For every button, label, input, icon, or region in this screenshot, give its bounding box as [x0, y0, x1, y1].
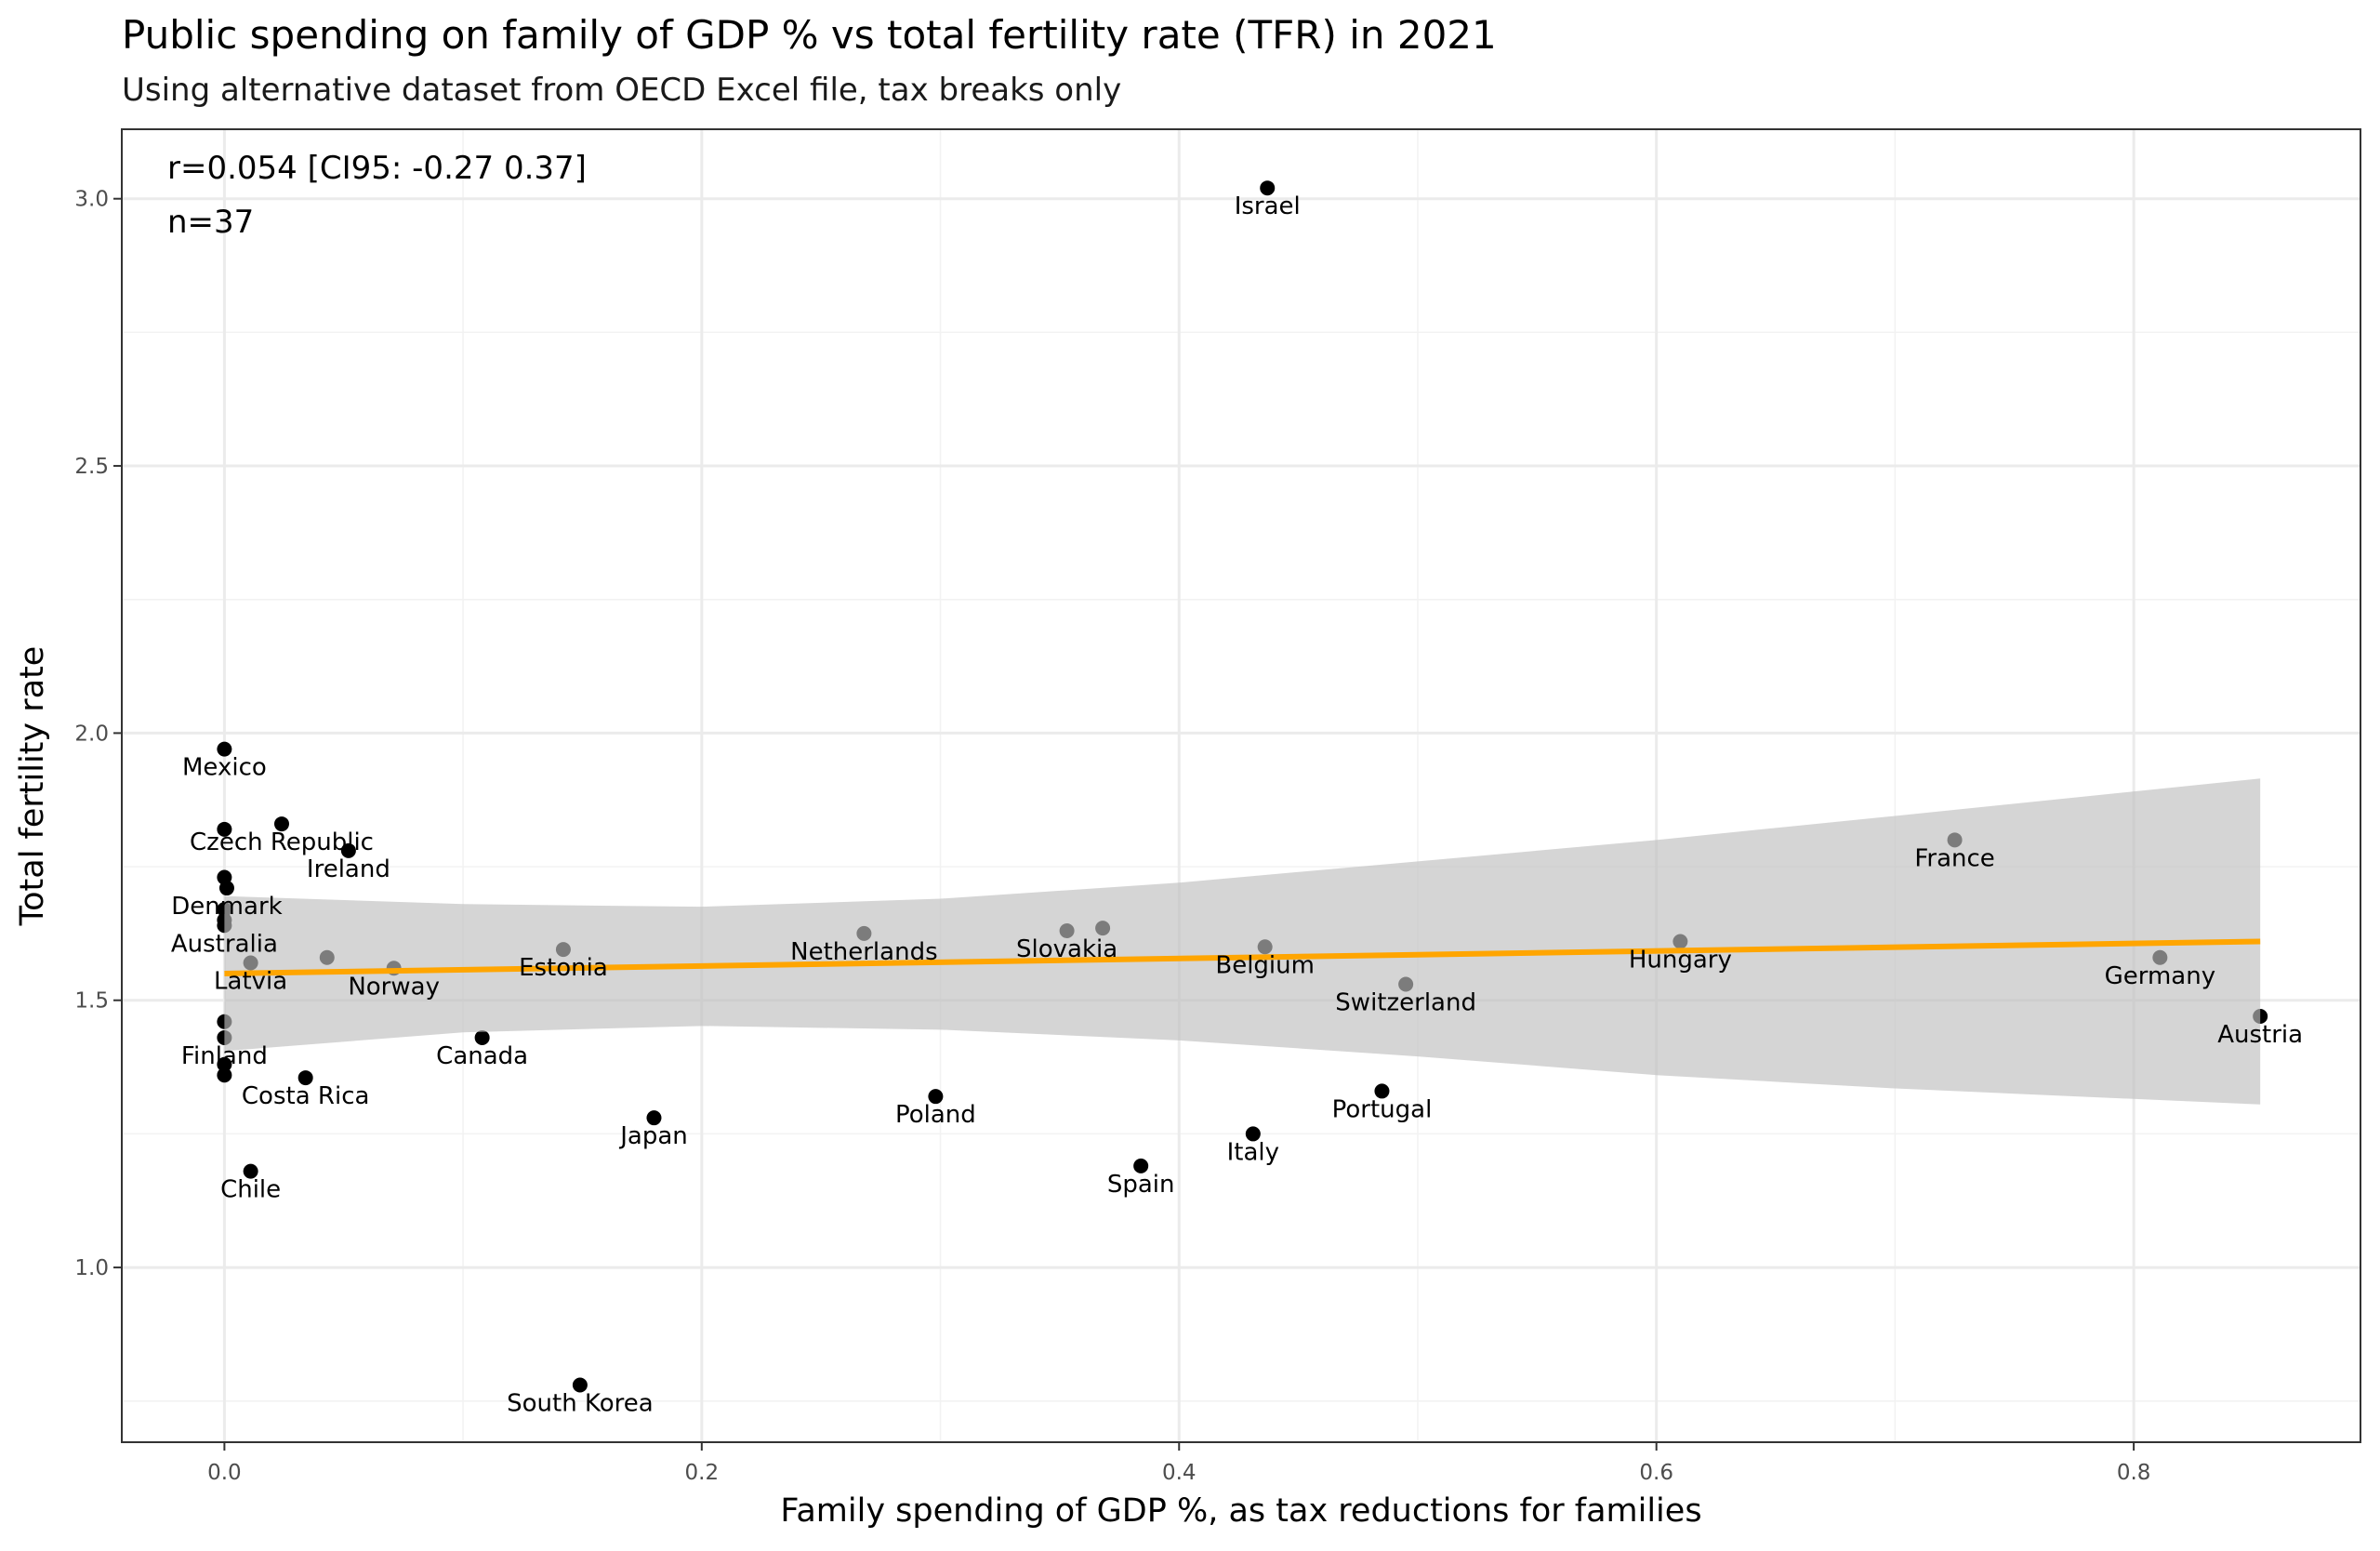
point-label: Germany [2105, 962, 2216, 990]
point-label: Portugal [1332, 1095, 1433, 1123]
chart-title: Public spending on family of GDP % vs to… [122, 12, 1497, 58]
data-point [1245, 1126, 1261, 1142]
point-label: Canada [436, 1042, 528, 1070]
point-label: Costa Rica [242, 1082, 370, 1110]
point-label: Ireland [307, 855, 390, 883]
x-tick-label: 0.4 [1162, 1461, 1197, 1485]
data-point [218, 881, 234, 896]
point-label: Czech Republic [190, 829, 374, 856]
annotation-n: n=37 [167, 204, 254, 241]
plot-background [122, 129, 2360, 1442]
grid [122, 129, 2360, 1442]
point-label: France [1914, 844, 1994, 872]
point-label: South Korea [507, 1390, 654, 1418]
data-point [928, 1089, 944, 1105]
point-label: Belgium [1215, 951, 1315, 979]
point-label: Latvia [214, 968, 287, 996]
point-label: Israel [1235, 192, 1301, 220]
point-label: Italy [1227, 1138, 1279, 1166]
point-label: Norway [348, 973, 440, 1001]
ci-band [224, 778, 2261, 1105]
data-point [572, 1377, 588, 1393]
point-label: Austria [2217, 1021, 2303, 1049]
point-label: Hungary [1629, 947, 1732, 974]
point-label: Australia [171, 930, 278, 958]
annotation-r: r=0.054 [CI95: -0.27 0.37] [167, 150, 587, 187]
chart-subtitle: Using alternative dataset from OECD Exce… [122, 72, 1121, 109]
data-point [1133, 1158, 1149, 1173]
point-label: Poland [895, 1101, 976, 1129]
x-tick-label: 0.0 [207, 1461, 242, 1485]
point-label: Finland [181, 1042, 268, 1070]
plot-panel-border [121, 128, 2361, 1443]
data-point [646, 1110, 662, 1126]
point-label: Mexico [182, 754, 267, 782]
x-tick-label: 0.8 [2117, 1461, 2151, 1485]
y-tick-label: 1.5 [74, 989, 109, 1014]
data-point [217, 1067, 232, 1083]
point-label: Slovakia [1016, 935, 1117, 963]
data-point [217, 741, 232, 757]
data-point [1260, 180, 1276, 196]
data-point [243, 1163, 258, 1179]
point-label: Spain [1107, 1171, 1175, 1199]
data-point [217, 1056, 232, 1072]
axes: 0.0 0.2 0.4 0.6 0.8 1.0 1.5 2.0 2.5 3.0 [74, 188, 2150, 1485]
confidence-band [224, 778, 2261, 1105]
fit-line [224, 938, 2261, 977]
data-point [217, 821, 232, 837]
data-point [274, 816, 289, 832]
point-label: Estonia [519, 954, 608, 982]
y-tick-label: 2.0 [74, 722, 109, 746]
point-label: Denmark [171, 893, 283, 921]
data-point [1374, 1083, 1390, 1099]
point-label: Japan [618, 1122, 688, 1150]
data-point [340, 842, 356, 858]
data-point [298, 1070, 313, 1086]
x-axis-title: Family spending of GDP %, as tax reducti… [780, 1492, 1701, 1530]
x-tick-label: 0.6 [1639, 1461, 1673, 1485]
point-label: Switzerland [1335, 988, 1476, 1016]
y-tick-label: 3.0 [74, 188, 109, 212]
x-tick-label: 0.2 [685, 1461, 720, 1485]
point-label: Chile [220, 1176, 281, 1204]
point-label: Netherlands [790, 938, 938, 966]
y-tick-label: 1.0 [74, 1256, 109, 1280]
y-axis-title: Total fertility rate [14, 646, 51, 927]
data-point [474, 1029, 490, 1045]
y-tick-label: 2.5 [74, 455, 109, 479]
